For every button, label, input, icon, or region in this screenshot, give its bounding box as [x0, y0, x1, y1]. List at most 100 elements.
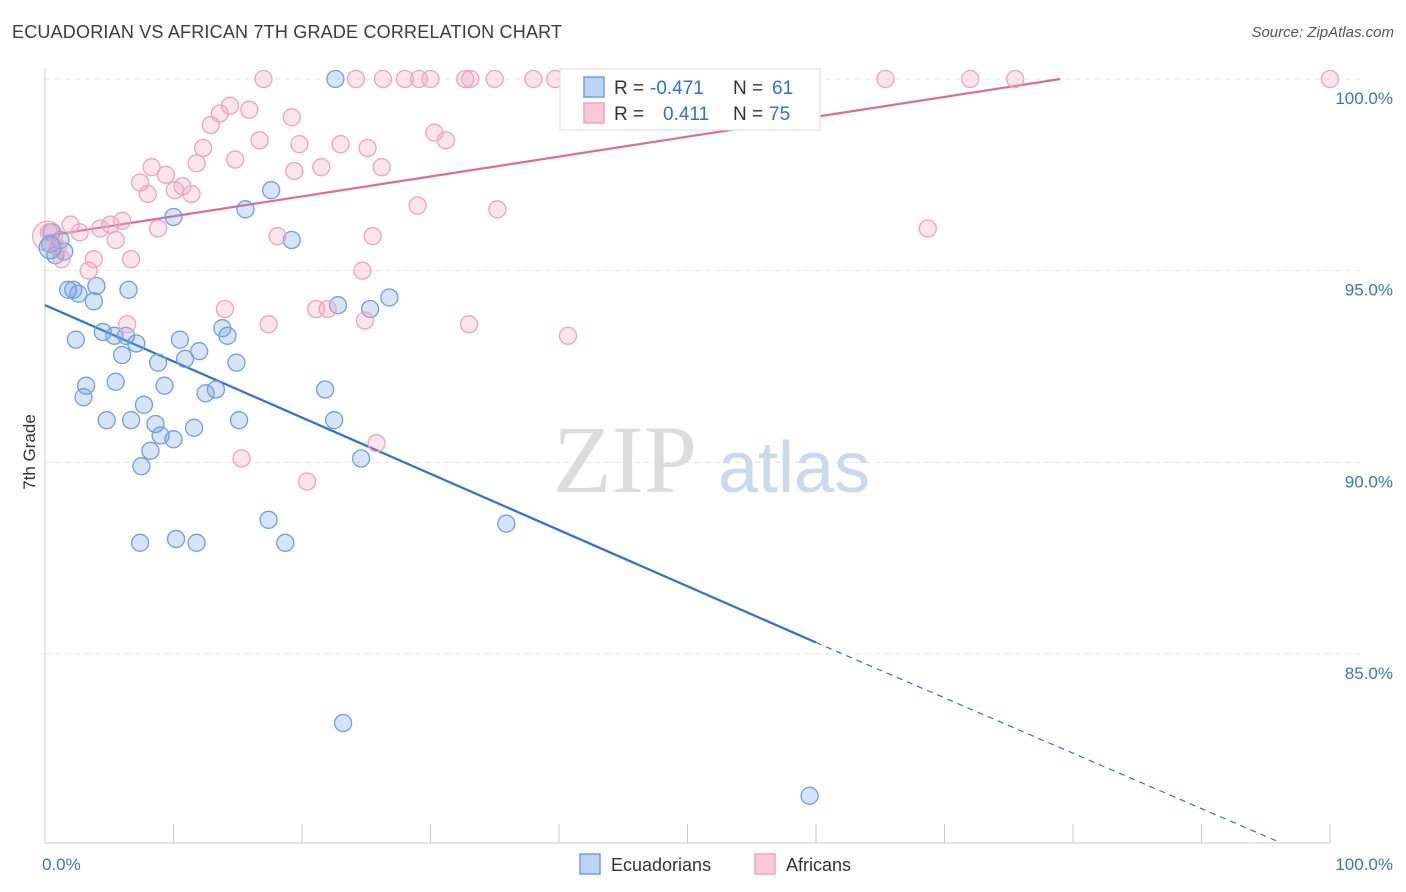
- y-tick-label-0: 85.0%: [1345, 664, 1393, 683]
- point-africans-15: [142, 158, 161, 177]
- point-africans-5: [84, 250, 103, 269]
- point-africans-45: [524, 69, 543, 89]
- point-ecuadorians-5: [58, 280, 78, 299]
- data-points: [31, 69, 1340, 805]
- legend-n-value-1: 61: [772, 78, 793, 99]
- point-ecuadorians-32: [121, 411, 141, 430]
- series-legend: Ecuadorians Africans: [579, 853, 851, 875]
- point-ecuadorians-19: [74, 388, 93, 407]
- point-africans-7: [91, 219, 110, 238]
- point-ecuadorians-23: [170, 330, 190, 349]
- point-africans-43: [461, 69, 480, 89]
- point-africans-28: [254, 69, 273, 89]
- point-africans-49: [363, 227, 382, 246]
- point-africans-69: [1320, 69, 1340, 89]
- point-africans-32: [312, 158, 331, 177]
- point-ecuadorians-47: [262, 181, 281, 200]
- point-africans-24: [220, 96, 240, 115]
- point-africans-4: [70, 223, 89, 242]
- point-africans-29: [282, 108, 301, 127]
- series-legend-label-ecuadorians: Ecuadorians: [611, 855, 711, 875]
- point-africans-9: [106, 230, 125, 250]
- watermark-zip: ZIP: [553, 406, 697, 513]
- y-tick-label-3: 100.0%: [1335, 89, 1393, 108]
- series-legend-swatch-ecuadorians: [579, 853, 601, 875]
- point-africans-25: [226, 150, 245, 169]
- point-ecuadorians-20: [134, 395, 154, 414]
- point-africans-55: [259, 315, 278, 334]
- point-africans-35: [358, 138, 377, 158]
- point-ecuadorians-43: [259, 510, 278, 529]
- point-africans-10: [112, 211, 132, 230]
- point-ecuadorians-31: [97, 411, 116, 430]
- point-ecuadorians-49: [326, 69, 345, 89]
- y-tick-labels: 85.0% 90.0% 95.0% 100.0%: [1335, 89, 1393, 683]
- legend-r-label-1: R =: [614, 78, 644, 99]
- point-cluster-ecuadorians: [38, 236, 62, 260]
- point-africans-61: [297, 472, 317, 491]
- legend-n-label-2: N =: [733, 104, 763, 125]
- point-africans-52: [318, 299, 337, 319]
- point-africans-31: [290, 135, 309, 154]
- point-africans-30: [285, 161, 304, 181]
- point-ecuadorians-18: [106, 372, 125, 391]
- x-tick-labels: 0.0% 100.0%: [42, 855, 1393, 874]
- point-ecuadorians-42: [187, 533, 206, 552]
- point-ecuadorians-51: [360, 299, 380, 319]
- y-tick-label-1: 90.0%: [1345, 472, 1393, 491]
- point-ecuadorians-38: [132, 457, 151, 476]
- point-ecuadorians-12: [93, 322, 112, 342]
- chart-title: ECUADORIAN VS AFRICAN 7TH GRADE CORRELAT…: [12, 22, 563, 42]
- point-africans-54: [215, 299, 235, 319]
- point-ecuadorians-48: [282, 230, 301, 250]
- point-ecuadorians-15: [127, 334, 146, 353]
- point-ecuadorians-10: [119, 280, 138, 299]
- point-ecuadorians-46: [236, 200, 255, 219]
- point-africans-47: [488, 200, 507, 219]
- point-africans-6: [79, 261, 98, 280]
- point-africans-44: [485, 69, 504, 89]
- point-ecuadorians-55: [351, 449, 371, 468]
- x-tick-label-0: 0.0%: [42, 855, 81, 874]
- point-ecuadorians-41: [166, 529, 186, 549]
- point-ecuadorians-9: [87, 276, 106, 296]
- watermark: ZIP atlas: [553, 406, 870, 513]
- point-ecuadorians-29: [196, 384, 215, 403]
- point-africans-66: [961, 69, 980, 89]
- point-ecuadorians-27: [218, 326, 237, 345]
- point-africans-36: [372, 158, 391, 177]
- legend-r-value-1: -0.471: [650, 78, 704, 99]
- point-ecuadorians-44: [276, 533, 295, 552]
- point-africans-56: [459, 315, 479, 334]
- point-africans-34: [346, 69, 366, 89]
- point-africans-12: [148, 219, 168, 238]
- trend-line-ecuadorians-extension: [815, 641, 1279, 843]
- series-legend-swatch-africans: [754, 853, 776, 875]
- legend-swatch-ecuadorians: [583, 76, 605, 98]
- legend-n-value-2: 75: [769, 104, 790, 125]
- legend-swatch-africans: [583, 102, 605, 124]
- point-ecuadorians-50: [328, 296, 348, 315]
- point-ecuadorians-11: [66, 330, 85, 349]
- point-africans-14: [138, 184, 157, 204]
- trend-lines: [44, 77, 1279, 843]
- point-africans-50: [353, 261, 372, 280]
- point-africans-48: [268, 227, 287, 246]
- legend-n-label-1: N =: [733, 78, 763, 99]
- point-ecuadorians-22: [148, 353, 168, 372]
- point-africans-65: [876, 69, 895, 89]
- point-africans-59: [232, 449, 251, 468]
- point-africans-68: [918, 219, 937, 238]
- point-africans-37: [373, 69, 393, 89]
- point-ecuadorians-7: [69, 284, 88, 303]
- source-credit: Source: ZipAtlas.com: [1251, 24, 1394, 41]
- point-africans-11: [121, 250, 141, 269]
- legend-r-value-2: 0.411: [663, 104, 709, 125]
- point-ecuadorians-57: [333, 713, 353, 733]
- point-africans-53: [355, 311, 375, 330]
- point-ecuadorians-40: [130, 533, 150, 552]
- point-ecuadorians-54: [324, 411, 344, 430]
- point-africans-41: [436, 131, 456, 150]
- point-africans-58: [118, 315, 137, 334]
